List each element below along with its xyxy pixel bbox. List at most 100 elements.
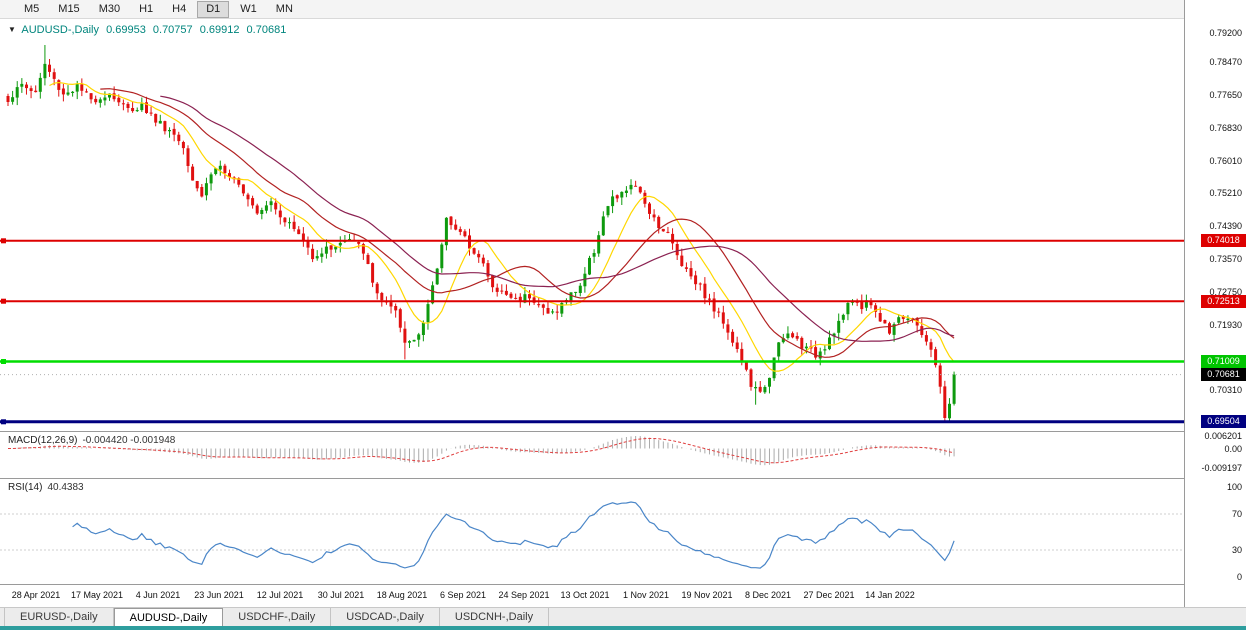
candle-body xyxy=(537,304,541,306)
rsi-panel-canvas[interactable] xyxy=(0,479,1184,584)
candle-body xyxy=(601,216,605,236)
panel-separator xyxy=(0,584,1246,585)
price-axis: 0.79200 0.78470 0.77650 0.76830 0.76010 0.752… xyxy=(1184,0,1246,607)
candle-body xyxy=(29,88,33,91)
candle-body xyxy=(89,93,93,100)
rsi-axis-label: 70 xyxy=(1231,509,1242,519)
candle-body xyxy=(292,221,296,229)
candle-body xyxy=(874,305,878,312)
candle-body xyxy=(620,191,624,198)
candle-body xyxy=(361,244,365,254)
level-line-handle[interactable] xyxy=(1,298,6,304)
date-axis-label: 17 May 2021 xyxy=(70,590,124,600)
candle-body xyxy=(11,97,15,102)
candle-body xyxy=(131,108,135,112)
price-axis-label: 0.74390 xyxy=(1209,220,1242,231)
candle-body xyxy=(846,303,850,315)
chart-tab-bar: EURUSD-,Daily AUDUSD-,Daily USDCHF-,Daily U… xyxy=(0,607,1246,626)
timeframe-button-d1[interactable]: D1 xyxy=(197,0,230,18)
candle-body xyxy=(186,148,190,166)
candle-body xyxy=(112,93,116,100)
timeframe-button-m15[interactable]: M15 xyxy=(58,2,80,15)
timeframe-button-m30[interactable]: M30 xyxy=(98,2,121,15)
candle-body xyxy=(828,337,831,350)
candle-body xyxy=(440,244,444,269)
candle-body xyxy=(551,311,555,313)
macd-name: MACD(12,26,9) xyxy=(8,435,78,446)
chart-tab-audusd[interactable]: AUDUSD-,Daily xyxy=(113,608,224,626)
timeframe-button-mn[interactable]: MN xyxy=(275,2,293,15)
date-axis-label: 30 Jul 2021 xyxy=(317,590,365,600)
candle-body xyxy=(48,64,51,72)
ma-line-21 xyxy=(100,88,955,358)
price-axis-label: 0.75210 xyxy=(1209,188,1242,198)
candle-body xyxy=(814,347,818,358)
candle-body xyxy=(334,246,338,250)
price-axis-label: 0.76010 xyxy=(1209,155,1242,166)
candle-body xyxy=(528,294,531,299)
chart-tab-eurusd[interactable]: EURUSD-,Daily xyxy=(4,608,114,626)
chart-tab-usdcad[interactable]: USDCAD-,Daily xyxy=(331,608,440,626)
candle-body xyxy=(371,263,375,283)
chart-tab-usdcnh[interactable]: USDCNH-,Daily xyxy=(440,608,550,626)
candle-body xyxy=(726,324,730,333)
candle-body xyxy=(708,298,711,300)
candle-body xyxy=(444,217,448,246)
candle-body xyxy=(648,203,651,214)
candle-body xyxy=(920,326,924,335)
candle-body xyxy=(20,83,24,87)
candle-body xyxy=(52,72,56,79)
level-line-handle[interactable] xyxy=(1,238,6,244)
candle-body xyxy=(818,351,822,359)
candle-body xyxy=(924,335,928,342)
candle-body xyxy=(25,84,28,89)
timeframe-button-h1[interactable]: H1 xyxy=(139,2,154,15)
symbol-name: AUDUSD-,Daily xyxy=(21,24,99,36)
price-chart-canvas[interactable] xyxy=(0,19,1184,431)
candle-body xyxy=(394,306,398,311)
candle-body xyxy=(795,336,799,339)
candle-body xyxy=(832,333,836,337)
candle-body xyxy=(500,290,504,292)
price-axis-label: 0.72750 xyxy=(1209,286,1242,297)
level-line-handle[interactable] xyxy=(1,359,6,364)
candle-body xyxy=(264,205,268,211)
candle-body xyxy=(491,275,495,288)
low-value: 0.69912 xyxy=(199,24,240,36)
candle-body xyxy=(324,246,328,254)
timeframe-button-h4[interactable]: H4 xyxy=(172,2,187,15)
macd-panel-canvas[interactable] xyxy=(0,432,1184,478)
timeframe-button-m5[interactable]: M5 xyxy=(24,2,40,15)
candle-body xyxy=(181,142,185,149)
candle-body xyxy=(592,253,596,257)
window-bottom-strip xyxy=(0,626,1246,630)
candle-body xyxy=(200,187,204,197)
price-axis-label: 0.73570 xyxy=(1209,253,1242,264)
candle-body xyxy=(398,309,402,328)
date-axis-label: 18 Aug 2021 xyxy=(376,590,428,600)
candle-body xyxy=(117,97,121,103)
date-axis-label: 12 Jul 2021 xyxy=(256,590,304,600)
candle-body xyxy=(855,301,859,303)
chart-tab-usdchf[interactable]: USDCHF-,Daily xyxy=(223,608,332,626)
date-axis-label: 4 Jun 2021 xyxy=(135,590,181,600)
candle-body xyxy=(348,239,351,241)
candle-body xyxy=(71,91,75,93)
candle-body xyxy=(883,320,887,324)
candle-body xyxy=(417,334,421,340)
candle-body xyxy=(329,245,333,250)
candle-body xyxy=(274,202,278,210)
price-axis-label: 0.77650 xyxy=(1209,90,1242,101)
candle-body xyxy=(509,293,513,298)
level-line-handle[interactable] xyxy=(1,419,6,425)
candle-body xyxy=(671,233,675,244)
timeframe-button-w1[interactable]: W1 xyxy=(240,2,257,15)
candle-body xyxy=(712,298,716,312)
candle-body xyxy=(458,229,462,232)
candle-body xyxy=(241,184,245,194)
candle-body xyxy=(754,387,758,389)
macd-axis-label: -0.009197 xyxy=(1201,462,1242,473)
price-tag: 0.72513 xyxy=(1201,294,1246,308)
candle-body xyxy=(680,255,684,266)
